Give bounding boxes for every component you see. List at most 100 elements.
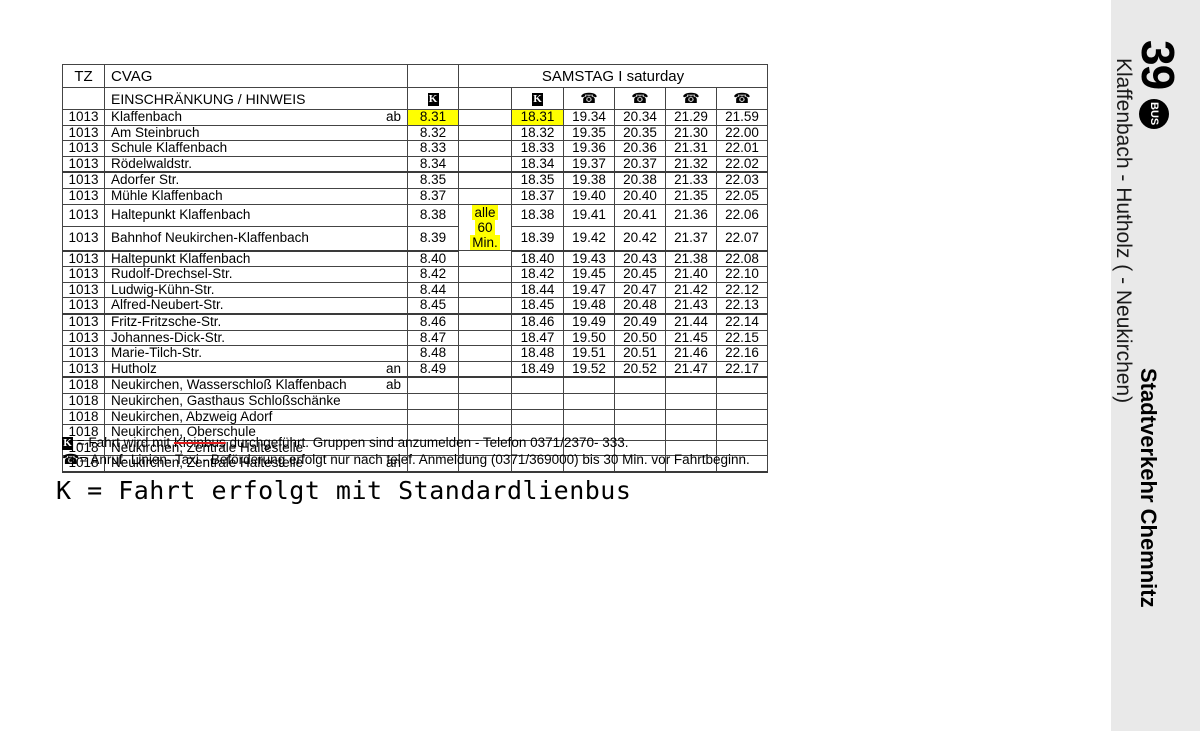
kleinbus-k-icon: K xyxy=(427,92,439,106)
footnote-anruftaxi-text: = Anruf- Linien- Taxi - Beförderung erfo… xyxy=(79,452,750,467)
stop-name-label: Rödelwaldstr. xyxy=(111,155,193,171)
gap-cell xyxy=(458,376,512,395)
row-time-5 xyxy=(665,408,717,426)
row-time-6: 22.17 xyxy=(716,360,768,379)
row-time-5: 21.29 xyxy=(665,109,717,126)
row-tariff-zone: 1013 xyxy=(62,345,105,362)
gap-cell xyxy=(458,155,512,174)
row-time-4: 20.52 xyxy=(614,360,666,379)
row-tariff-zone: 1013 xyxy=(62,266,105,283)
row-time-4: 20.34 xyxy=(614,109,666,126)
stop-name-label: Rudolf-Drechsel-Str. xyxy=(111,266,233,282)
row-tariff-zone: 1013 xyxy=(62,109,105,126)
row-time-3: 19.41 xyxy=(563,203,615,228)
stop-name-label: Neukirchen, Oberschule xyxy=(111,424,256,440)
table-row: 1013 Schule Klaffenbach 8.33 18.33 19.36 20.3… xyxy=(62,140,768,157)
stop-name-label: Mühle Klaffenbach xyxy=(111,187,223,203)
row-time-4: 20.35 xyxy=(614,124,666,142)
table-row: 1013 Bahnhof Neukirchen-Klaffenbach 8.39 18… xyxy=(62,226,768,252)
interval-note-cell: alle 60 Min. xyxy=(458,203,512,252)
table-row: 1013 Marie-Tilch-Str. 8.48 18.48 19.51 20.51 2… xyxy=(62,345,768,362)
table-row: 1013 Haltepunkt Klaffenbach 8.38 alle 60 Min.… xyxy=(62,203,768,252)
row-tariff-zone: 1013 xyxy=(62,187,105,205)
row-time-4: 20.47 xyxy=(614,281,666,299)
row-time-5: 21.44 xyxy=(665,313,717,331)
row-time-3: 19.42 xyxy=(563,226,615,252)
table-row: 1013 Adorfer Str. 8.35 18.35 19.38 20.38 21.33… xyxy=(62,171,768,189)
row-tariff-zone: 1013 xyxy=(62,250,105,268)
table-row: 1013 Hutholz an 8.49 18.49 19.52 20.52 21.47 22.… xyxy=(62,360,768,379)
gap-cell xyxy=(458,345,512,362)
column-icon-cell-6: ☎ xyxy=(665,87,717,110)
row-time-2: 18.42 xyxy=(511,266,564,283)
row-time-1: 8.40 xyxy=(407,250,459,268)
row-stop-name: Neukirchen, Gasthaus Schloßschänke xyxy=(104,393,408,410)
stop-name-label: Hutholz xyxy=(111,360,157,376)
row-time-2: 18.46 xyxy=(511,313,564,331)
departure-marker: ab xyxy=(385,377,401,393)
gap-cell xyxy=(458,171,512,189)
row-time-6 xyxy=(716,408,768,426)
row-time-4 xyxy=(614,393,666,410)
row-time-5: 21.47 xyxy=(665,360,717,379)
row-time-4: 20.50 xyxy=(614,329,666,347)
row-time-1 xyxy=(407,424,459,441)
row-time-5: 21.31 xyxy=(665,140,717,157)
gap-cell xyxy=(458,140,512,157)
row-time-1: 8.38 xyxy=(407,203,459,228)
row-tariff-zone: 1013 xyxy=(62,140,105,157)
row-time-5: 21.42 xyxy=(665,281,717,299)
row-tariff-zone: 1018 xyxy=(62,393,105,410)
handwritten-annotation: K = Fahrt erfolgt mit Standardlienbus xyxy=(56,476,632,505)
row-time-2: 18.45 xyxy=(511,297,564,316)
row-time-3 xyxy=(563,376,615,395)
header-restriction: EINSCHRÄNKUNG / HINWEIS xyxy=(104,87,408,110)
row-time-6: 21.59 xyxy=(716,109,768,126)
row-time-3: 19.47 xyxy=(563,281,615,299)
row-tariff-zone: 1013 xyxy=(62,281,105,299)
row-tariff-zone: 1018 xyxy=(62,376,105,395)
row-time-3: 19.50 xyxy=(563,329,615,347)
row-tariff-zone: 1018 xyxy=(62,424,105,441)
row-time-1 xyxy=(407,408,459,426)
stop-name-label: Ludwig-Kühn-Str. xyxy=(111,281,215,297)
table-row: 1013 Alfred-Neubert-Str. 8.45 18.45 19.48 20.… xyxy=(62,297,768,316)
interval-note: alle 60 Min. xyxy=(470,204,500,250)
row-time-1 xyxy=(407,455,459,473)
row-tariff-zone: 1013 xyxy=(62,203,105,228)
row-stop-name: Fritz-Fritzsche-Str. xyxy=(104,313,408,331)
row-stop-name: Neukirchen, Zentrale Haltestelle xyxy=(104,439,408,457)
telephone-icon: ☎ xyxy=(682,90,700,106)
row-time-6: 22.02 xyxy=(716,155,768,174)
row-tariff-zone: 1013 xyxy=(62,297,105,316)
table-row: 1013 Ludwig-Kühn-Str. 8.44 18.44 19.47 20.47 2… xyxy=(62,281,768,299)
row-time-5: 21.37 xyxy=(665,226,717,252)
row-time-3: 19.36 xyxy=(563,140,615,157)
row-stop-name: Ludwig-Kühn-Str. xyxy=(104,281,408,299)
gap-cell xyxy=(458,455,512,473)
row-stop-name: Marie-Tilch-Str. xyxy=(104,345,408,362)
column-icon-cell-2 xyxy=(458,87,512,110)
row-time-4: 20.40 xyxy=(614,187,666,205)
row-time-3: 19.37 xyxy=(563,155,615,174)
gap-cell xyxy=(458,297,512,316)
bus-badge: BUS xyxy=(1139,99,1169,129)
row-time-2 xyxy=(511,408,564,426)
row-time-5: 21.36 xyxy=(665,203,717,228)
gap-cell xyxy=(458,424,512,441)
route-sidebar: 39 BUS Klaffenbach - Hutholz ( - Neukirc… xyxy=(1111,0,1200,731)
row-time-3: 19.40 xyxy=(563,187,615,205)
row-time-6: 22.12 xyxy=(716,281,768,299)
gap-cell xyxy=(458,187,512,205)
row-stop-name: Neukirchen, Oberschule xyxy=(104,424,408,441)
row-tariff-zone: 1013 xyxy=(62,360,105,379)
row-time-1 xyxy=(407,376,459,395)
column-icon-cell-7: ☎ xyxy=(716,87,768,110)
row-tariff-zone: 1013 xyxy=(62,155,105,174)
stop-name-label: Neukirchen, Abzweig Adorf xyxy=(111,408,273,424)
row-time-6: 22.14 xyxy=(716,313,768,331)
kleinbus-k-icon: K xyxy=(62,436,73,450)
departure-marker: ab xyxy=(385,109,401,124)
row-time-1 xyxy=(407,393,459,410)
table-header-row: TZ CVAG SAMSTAG I saturday xyxy=(62,64,768,88)
